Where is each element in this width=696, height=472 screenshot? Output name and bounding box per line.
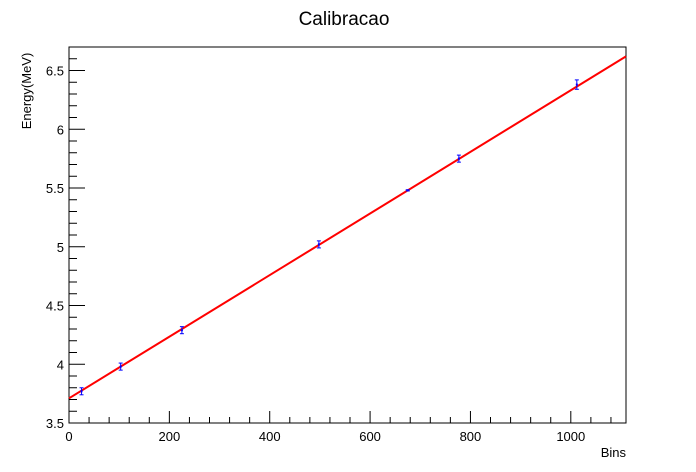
y-tick-label: 4.5 [46,299,64,314]
chart-title: Calibracao [299,9,390,30]
y-axis-label: Energy(MeV) [19,53,34,130]
y-tick-label: 6.5 [46,64,64,79]
data-point [179,326,184,335]
plot-frame [68,46,627,424]
x-tick-label: 1000 [556,429,585,444]
x-tick-label: 0 [65,429,72,444]
fit-layer [68,55,627,400]
data-point [405,189,410,192]
y-axis: 3.5 4 4.5 5 5.5 6 6.5 [46,46,85,431]
data-marker [457,157,460,160]
x-tick-label: 400 [259,429,281,444]
points-layer [79,79,579,396]
data-point [316,240,321,249]
fit-line [68,55,627,400]
data-point [79,387,84,396]
y-tick-label: 6 [57,122,64,137]
x-tick-label: 600 [359,429,381,444]
x-axis-label: Bins [601,445,627,460]
data-marker [180,329,183,332]
y-tick-label: 3.5 [46,416,64,431]
y-tick-label: 4 [57,357,64,372]
data-marker [575,83,578,86]
data-marker [80,390,83,393]
x-axis: 0 200 400 600 800 1000 [65,411,612,444]
data-point [456,154,461,163]
x-tick-label: 800 [460,429,482,444]
data-point [574,79,579,90]
y-tick-label: 5 [57,240,64,255]
data-marker [317,243,320,246]
data-point [118,362,123,371]
x-tick-label: 200 [159,429,181,444]
data-marker [406,189,409,192]
data-marker [119,365,122,368]
y-tick-label: 5.5 [46,181,64,196]
